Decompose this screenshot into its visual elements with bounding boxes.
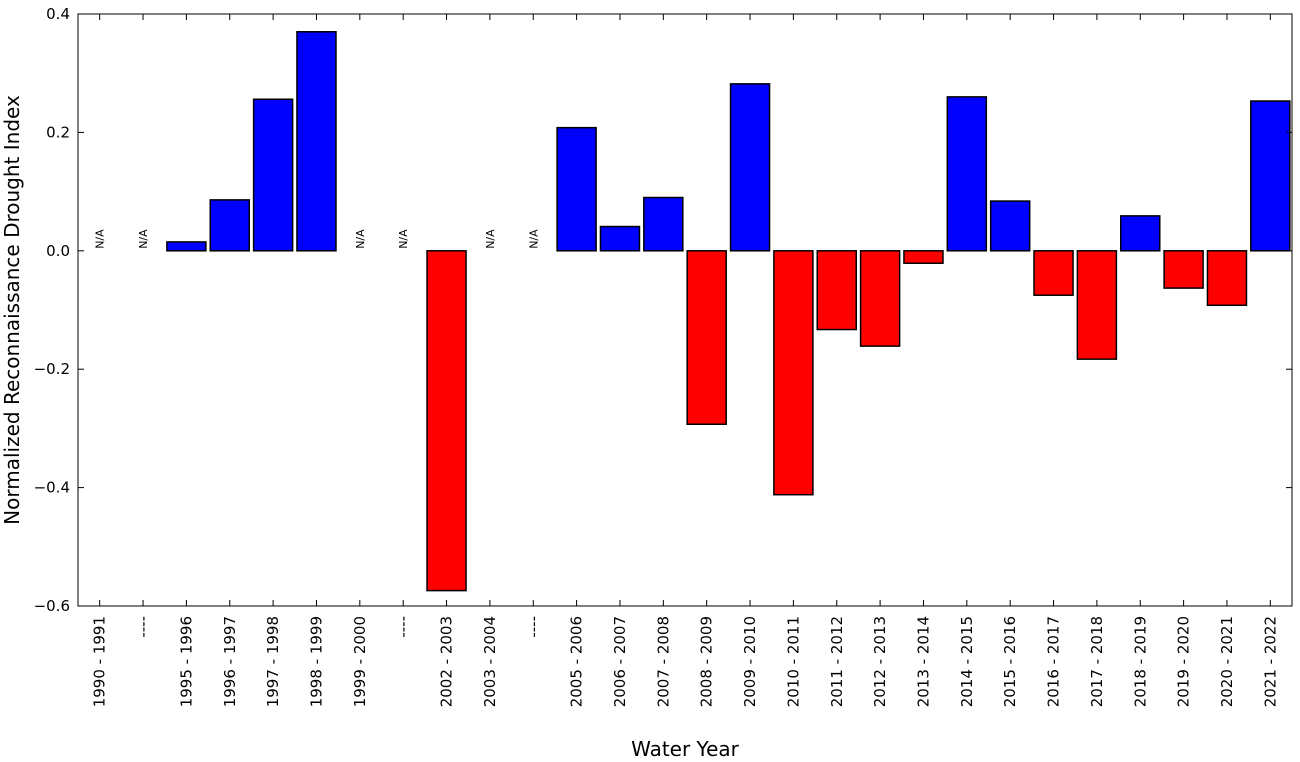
y-tick-label: −0.4 [34,479,70,497]
x-tick-label: 2007 - 2008 [654,616,672,707]
na-label: N/A [527,229,540,249]
x-tick-label: 1995 - 1996 [177,616,195,707]
y-tick-label: 0.4 [46,5,70,23]
x-tick-label: 2009 - 2010 [741,616,759,707]
x-tick-label: 1990 - 1991 [91,616,109,707]
na-label: N/A [137,229,150,249]
x-tick-label: 2010 - 2011 [784,616,802,707]
y-axis-title: Normalized Reconnaissance Drought Index [0,95,24,525]
x-tick-label: ---- [134,616,152,638]
bar [1206,250,1248,307]
bar [252,98,294,252]
x-tick-label: 2018 - 2019 [1131,616,1149,707]
x-tick-label: 2006 - 2007 [611,616,629,707]
na-label: N/A [397,229,410,249]
na-label: N/A [94,229,107,249]
bars-group [166,31,1291,592]
na-label: N/A [484,229,497,249]
x-tick-label: 2017 - 2018 [1088,616,1106,707]
x-tick-label: 1998 - 1999 [307,616,325,707]
x-tick-label: 1997 - 1998 [264,616,282,707]
bar [599,225,641,252]
x-tick-label: 2012 - 2013 [871,616,889,707]
y-tick-label: −0.2 [34,360,70,378]
x-tick-label: 2020 - 2021 [1218,616,1236,707]
x-tick-label: ---- [524,616,542,638]
x-tick-label: 1999 - 2000 [351,616,369,707]
x-tick-label: 2015 - 2016 [1001,616,1019,707]
y-tick-label: 0.2 [46,123,70,141]
bar [859,250,901,347]
bar [166,241,207,252]
x-tick-label: 2014 - 2015 [958,616,976,707]
bar [643,196,684,252]
bar [1163,250,1204,289]
bar [729,83,771,252]
x-tick-label: ---- [394,616,412,638]
bar [773,250,814,496]
na-labels-group: N/A N/A N/A N/A N/A N/A [94,229,541,249]
x-tick-label: 2011 - 2012 [828,616,846,707]
x-tick-label: 2019 - 2020 [1175,616,1193,707]
bar [816,250,858,331]
bar [296,31,337,252]
x-axis-title: Water Year [631,737,740,761]
plot-frame [77,13,1293,607]
x-tick-label: 2003 - 2004 [481,616,499,707]
x-tick-label: 2008 - 2009 [698,616,716,707]
x-tick-label: 1996 - 1997 [221,616,239,707]
x-tick-label: 2013 - 2014 [914,616,932,707]
y-axis: 0.4 0.2 0.0 −0.2 −0.4 −0.6 [34,5,1292,615]
bar [686,250,727,426]
bar [903,250,944,264]
bar [1076,250,1118,360]
y-tick-label: 0.0 [46,242,70,260]
x-tick-label: 2005 - 2006 [568,616,586,707]
x-tick-label: 2021 - 2022 [1261,616,1279,707]
x-axis: 1990 - 1991 ---- 1995 - 1996 1996 - 1997 199… [91,14,1279,707]
x-tick-label: 2002 - 2003 [438,616,456,707]
bar [426,250,467,592]
bar [946,96,988,252]
na-label: N/A [354,229,367,249]
bar [1250,100,1291,252]
bar [1033,250,1074,296]
bar [556,126,597,252]
bar [209,199,251,252]
x-tick-label: 2016 - 2017 [1045,616,1063,707]
y-tick-label: −0.6 [34,597,70,615]
bar [1119,215,1161,252]
bar [989,200,1031,252]
